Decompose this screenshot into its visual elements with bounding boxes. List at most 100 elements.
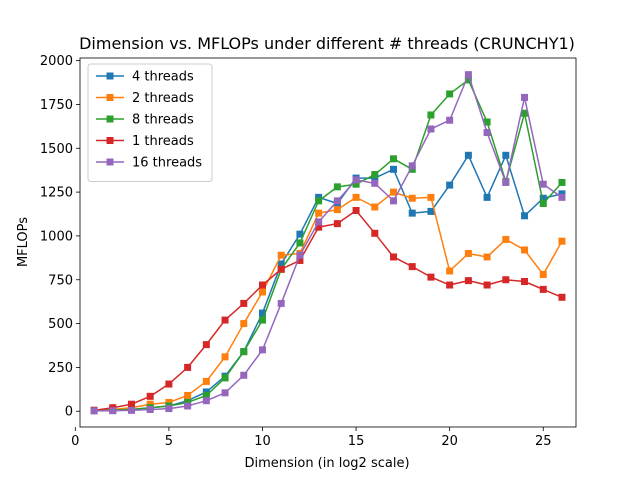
data-point <box>90 407 98 415</box>
data-point <box>539 194 547 202</box>
data-point <box>315 223 323 231</box>
data-point <box>521 109 529 117</box>
data-point <box>521 246 529 254</box>
data-point <box>539 180 547 188</box>
y-tick-label: 1750 <box>40 98 73 113</box>
data-point <box>277 299 285 307</box>
data-point <box>146 400 154 408</box>
data-point <box>390 188 398 196</box>
data-point <box>146 392 154 400</box>
y-tick-label: 1000 <box>40 229 73 244</box>
y-tick-label: 250 <box>48 361 73 376</box>
y-tick-label: 2000 <box>40 54 73 69</box>
data-point <box>333 197 341 205</box>
data-point <box>371 179 379 187</box>
data-point <box>315 193 323 201</box>
data-point <box>408 263 416 271</box>
chart-title: Dimension vs. MFLOPs under different # t… <box>79 34 575 53</box>
data-point <box>446 267 454 275</box>
data-point <box>109 407 117 415</box>
legend-box <box>87 63 213 182</box>
data-point <box>390 253 398 261</box>
legend-marker <box>106 94 114 101</box>
y-tick-label: 500 <box>48 317 73 332</box>
data-point <box>408 165 416 173</box>
y-tick-label: 1250 <box>40 186 73 201</box>
data-point <box>258 316 266 324</box>
data-point <box>277 265 285 273</box>
data-point <box>408 209 416 217</box>
data-point <box>390 197 398 205</box>
data-point <box>202 397 210 405</box>
data-point <box>446 181 454 189</box>
data-point <box>502 235 510 243</box>
legend-marker <box>106 115 114 123</box>
data-point <box>277 251 285 259</box>
data-point <box>390 155 398 163</box>
data-point <box>427 207 435 215</box>
data-point <box>184 391 192 399</box>
data-point <box>371 229 379 237</box>
y-tick-label: 750 <box>48 273 73 288</box>
data-point <box>221 316 229 324</box>
legend-label: 16 threads <box>132 156 202 171</box>
data-point <box>165 398 173 406</box>
data-point <box>427 193 435 201</box>
data-point <box>371 171 379 179</box>
data-point <box>502 151 510 159</box>
data-point <box>165 380 173 388</box>
data-point <box>408 162 416 170</box>
data-point <box>258 288 266 296</box>
legend-marker <box>106 137 114 144</box>
data-point <box>277 260 285 268</box>
data-point <box>464 76 472 84</box>
legend-item: 8 threads <box>96 113 194 128</box>
data-point <box>296 256 304 264</box>
data-point <box>539 199 547 207</box>
x-tick-label: 25 <box>535 434 552 449</box>
legend-item: 16 threads <box>96 156 202 171</box>
data-point <box>184 402 192 410</box>
data-point <box>464 71 472 79</box>
x-tick-label: 0 <box>71 434 79 449</box>
data-point <box>352 207 360 215</box>
x-tick-label: 5 <box>165 434 173 449</box>
data-point <box>184 398 192 406</box>
data-point <box>390 165 398 173</box>
data-point <box>483 129 491 137</box>
data-point <box>202 377 210 385</box>
data-point <box>221 353 229 361</box>
data-point <box>240 371 248 379</box>
data-point <box>558 178 566 186</box>
data-point <box>315 197 323 205</box>
legend-label: 2 threads <box>132 91 194 106</box>
legend: 4 threads 2 threads 8 threads 1 threads 16 t… <box>87 63 213 182</box>
data-point <box>333 220 341 228</box>
x-axis-label: Dimension (in log2 scale) <box>244 456 409 471</box>
data-point <box>371 174 379 182</box>
data-point <box>333 183 341 191</box>
data-point <box>165 405 173 413</box>
data-point <box>427 111 435 119</box>
data-point <box>558 237 566 245</box>
data-point <box>483 193 491 201</box>
data-point <box>127 406 135 414</box>
data-point <box>352 193 360 201</box>
data-point <box>539 285 547 293</box>
data-point <box>521 278 529 286</box>
data-point <box>352 180 360 188</box>
data-point <box>258 281 266 289</box>
data-point <box>558 193 566 201</box>
data-point <box>483 118 491 126</box>
x-tick-label: 20 <box>441 434 458 449</box>
data-point <box>521 93 529 101</box>
data-point <box>464 249 472 257</box>
data-point <box>427 273 435 281</box>
data-point <box>446 116 454 124</box>
data-point <box>502 276 510 284</box>
data-point <box>352 176 360 184</box>
y-tick-label: 0 <box>65 405 73 420</box>
data-point <box>333 206 341 214</box>
legend-item: 2 threads <box>96 91 194 106</box>
